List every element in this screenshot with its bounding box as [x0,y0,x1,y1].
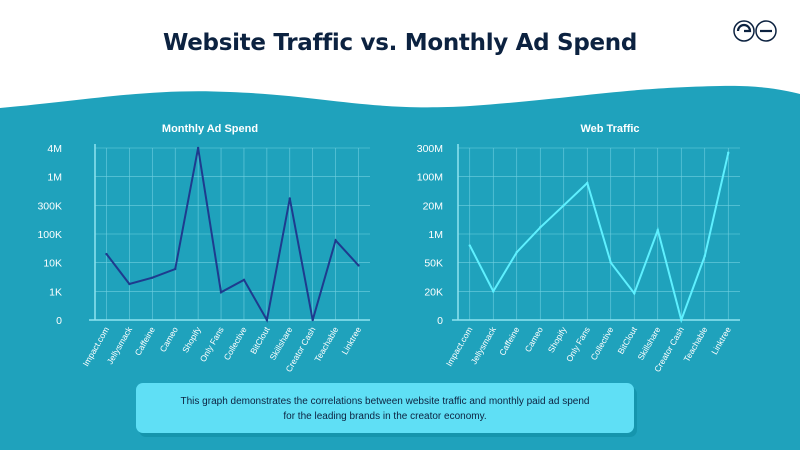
data-point [242,278,246,282]
data-point [151,276,154,279]
data-point [265,318,269,322]
data-point [357,264,360,267]
data-point [174,267,177,271]
y-tick-label: 20K [424,286,443,298]
x-tick-label: Caffeine [497,325,522,358]
data-point [633,292,636,295]
data-point [128,282,131,286]
data-point [609,261,612,264]
x-tick-label: Only Fans [564,325,592,364]
brand-logo-icon [733,20,777,42]
x-tick-label: Shopify [546,324,569,354]
data-point [105,252,108,256]
data-point [539,226,542,229]
y-tick-label: 4M [47,143,62,155]
x-tick-label: Cameo [523,325,545,354]
y-tick-label: 1M [47,172,62,184]
data-point [334,239,337,242]
data-point [196,146,200,150]
data-point [311,318,314,322]
y-tick-label: 100M [417,172,443,184]
caption-box: This graph demonstrates the correlations… [136,383,634,433]
data-point [515,250,518,254]
page-title: Website Traffic vs. Monthly Ad Spend [162,30,638,56]
data-point [703,254,706,258]
caption-line-1: This graph demonstrates the correlations… [180,396,590,407]
y-tick-label: 1K [49,286,62,298]
y-tick-label: 1M [428,229,443,241]
y-tick-label: 0 [56,315,62,327]
x-tick-label: Teachable [681,325,709,364]
x-tick-label: Collective [588,325,615,362]
data-point [727,151,730,154]
chart-title: Web Traffic [580,123,639,135]
data-point [288,197,291,200]
data-point [562,204,565,207]
data-point [586,181,589,185]
x-tick-label: Linktree [709,325,733,356]
y-tick-label: 20M [423,200,443,212]
y-tick-label: 0 [437,315,443,327]
series-line [105,147,360,323]
y-tick-label: 300K [37,200,62,212]
y-tick-label: 10K [43,258,62,270]
y-tick-label: 50K [424,258,443,270]
x-tick-label: BitClout [615,324,639,355]
data-point [468,244,471,247]
data-point [492,290,495,293]
data-point [680,318,683,322]
data-point [656,228,659,232]
y-tick-label: 300M [417,143,443,155]
chart-title: Monthly Ad Spend [162,123,258,135]
caption-text: This graph demonstrates the correlations… [136,394,634,424]
y-tick-label: 100K [37,229,62,241]
series-line [468,152,730,324]
caption-line-2: for the leading brands in the creator ec… [283,411,487,422]
data-point [219,291,223,294]
